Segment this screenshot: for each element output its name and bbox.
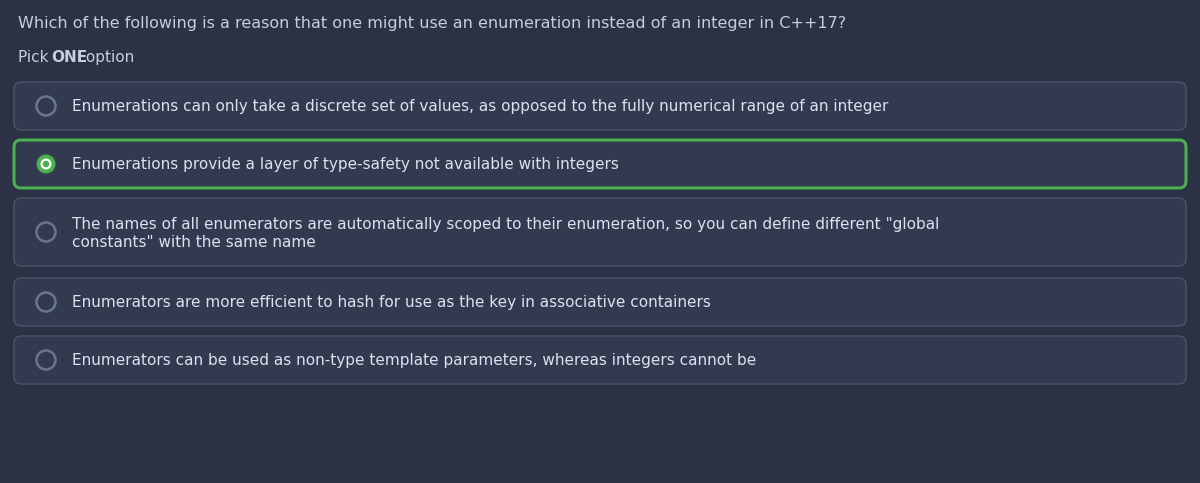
Text: ONE: ONE: [50, 50, 88, 65]
Text: Enumerators can be used as non-type template parameters, whereas integers cannot: Enumerators can be used as non-type temp…: [72, 353, 756, 368]
Text: Enumerators are more efficient to hash for use as the key in associative contain: Enumerators are more efficient to hash f…: [72, 295, 710, 310]
FancyBboxPatch shape: [14, 336, 1186, 384]
Text: Enumerations provide a layer of type-safety not available with integers: Enumerations provide a layer of type-saf…: [72, 156, 619, 171]
Text: Enumerations can only take a discrete set of values, as opposed to the fully num: Enumerations can only take a discrete se…: [72, 99, 888, 114]
Text: Which of the following is a reason that one might use an enumeration instead of : Which of the following is a reason that …: [18, 16, 846, 31]
Text: option: option: [82, 50, 134, 65]
Text: Pick: Pick: [18, 50, 53, 65]
Circle shape: [41, 158, 52, 170]
Text: The names of all enumerators are automatically scoped to their enumeration, so y: The names of all enumerators are automat…: [72, 217, 940, 232]
FancyBboxPatch shape: [14, 278, 1186, 326]
FancyBboxPatch shape: [14, 82, 1186, 130]
FancyBboxPatch shape: [14, 198, 1186, 266]
Circle shape: [43, 161, 49, 167]
Circle shape: [36, 155, 55, 173]
Text: constants" with the same name: constants" with the same name: [72, 235, 316, 250]
FancyBboxPatch shape: [14, 140, 1186, 188]
